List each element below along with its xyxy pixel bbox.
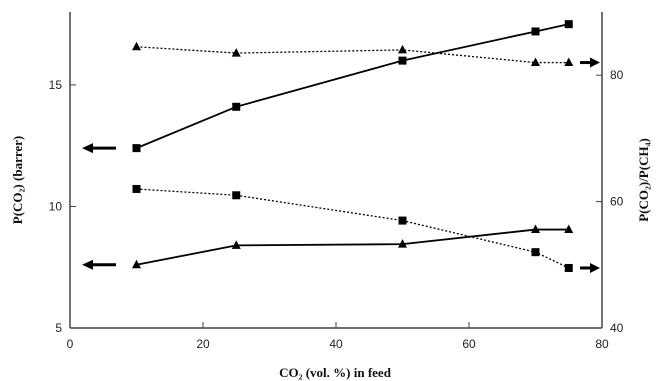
series-1-point (564, 20, 573, 29)
series-4-point (232, 191, 241, 200)
series-3-point (398, 44, 407, 54)
series-1-line (136, 23, 569, 149)
x-tick-label: 40 (329, 337, 343, 351)
y-axis-label-left: P(CO₂) (barrer) (10, 136, 25, 224)
series-4-point (132, 184, 141, 193)
series-1-point (232, 102, 241, 111)
series-layer (132, 20, 574, 272)
arrow-layer (82, 57, 600, 273)
series-3-point (531, 57, 540, 67)
series-2-point (531, 224, 540, 234)
axis-arrow-right-head (590, 57, 600, 68)
x-tick-label: 20 (196, 337, 210, 351)
series-2-line (136, 228, 569, 266)
y-left-tick-label: 15 (49, 78, 63, 92)
y-right-tick-label: 60 (610, 195, 624, 209)
x-axis-label: CO₂ (vol. %) in feed (279, 365, 392, 380)
axis-arrow-right-head (590, 262, 600, 273)
y-left-tick-label: 5 (55, 321, 62, 335)
y-right-tick-label: 40 (610, 321, 624, 335)
x-tick-label: 80 (595, 337, 609, 351)
series-4-line (136, 188, 570, 269)
series-2-point (398, 239, 407, 248)
series-2-point (132, 259, 141, 269)
series-2-point (231, 240, 241, 249)
y-right-tick-label: 80 (610, 68, 624, 82)
series-3-point (231, 48, 241, 57)
y-axis-label-right: P(CO₂)/P(CH₄) (636, 138, 651, 222)
series-3-point (564, 57, 574, 67)
series-2-point (564, 224, 574, 234)
axis-arrow-left-head (82, 259, 93, 270)
y-left-tick-label: 10 (49, 199, 63, 213)
series-1-point (398, 56, 407, 65)
x-tick-label: 60 (462, 337, 476, 351)
series-4-point (531, 248, 540, 257)
axes: 0 20 40 60 80 5 10 15 40 60 80 (49, 12, 624, 351)
series-3-line (136, 46, 569, 64)
series-3-point (132, 41, 141, 51)
x-tick-label: 0 (67, 337, 74, 351)
series-4-point (398, 216, 407, 225)
series-1-point (132, 144, 141, 153)
series-1-point (531, 27, 540, 36)
series-4-point (564, 263, 573, 272)
axis-arrow-left-head (82, 143, 93, 154)
